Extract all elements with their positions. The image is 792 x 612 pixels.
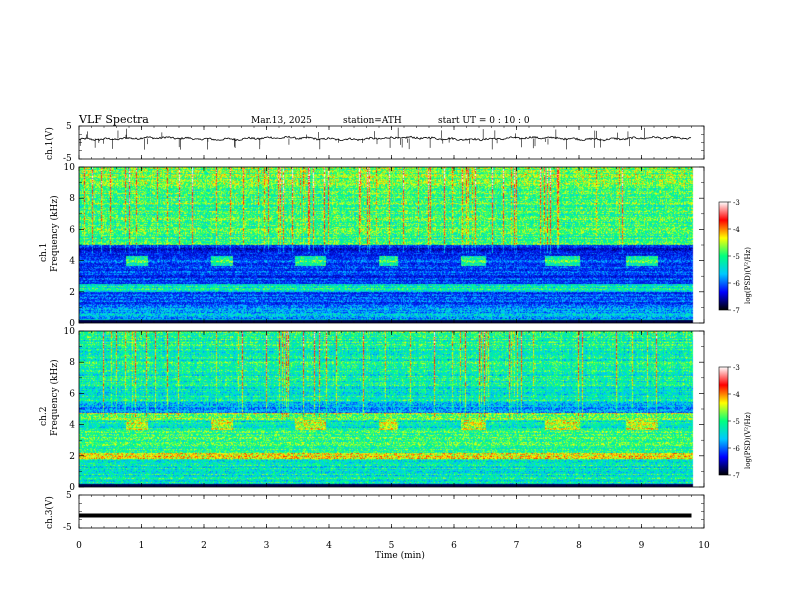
x-tick-label: 7 bbox=[514, 541, 520, 551]
y-tick-label: 0 bbox=[69, 319, 75, 329]
ch3-ytick-bottom: -5 bbox=[63, 523, 72, 533]
colorbar-label: log(PSD)(V²/Hz) bbox=[744, 247, 752, 304]
x-tick-label: 0 bbox=[76, 541, 82, 551]
ch1-waveform-line bbox=[78, 135, 692, 142]
y-tick-label: 4 bbox=[69, 257, 75, 267]
ch1-waveform-spikes bbox=[79, 127, 645, 150]
x-tick-label: 1 bbox=[139, 541, 145, 551]
date-label: Mar.13, 2025 bbox=[251, 116, 312, 126]
ch3-ytick-top: 5 bbox=[66, 491, 72, 501]
figure-title: VLF Spectra bbox=[78, 113, 149, 126]
station-label: station=ATH bbox=[343, 116, 402, 126]
ch2-colorbar: -3 -4 -5 -6 -7 log(PSD)(V²/Hz) bbox=[718, 364, 752, 480]
ch1-spectrogram-panel: 0 2 4 6 8 10 ch.1 Frequency (kHz) bbox=[39, 163, 705, 329]
ch2-spectrogram-yticks: 0 2 4 6 8 10 bbox=[64, 327, 704, 493]
ch2-spectrogram-panel: 0 2 4 6 8 10 ch.2 Frequency (kHz) bbox=[39, 327, 705, 493]
colorbar-gradient bbox=[718, 201, 729, 311]
ch1-spectrogram-image bbox=[79, 167, 704, 323]
ch2-spectrogram-ylabel-frequency: Frequency (kHz) bbox=[49, 359, 60, 436]
ch1-waveform-panel: 5 -5 ch.1(V) bbox=[44, 122, 705, 164]
y-tick-label: 10 bbox=[64, 327, 76, 337]
colorbar-tick-label: -3 bbox=[733, 199, 740, 207]
ch1-spectrogram-ylabel-channel: ch.1 bbox=[39, 243, 49, 262]
x-tick-label: 10 bbox=[698, 541, 710, 551]
x-tick-label: 8 bbox=[576, 541, 582, 551]
ch3-waveform-frame bbox=[78, 494, 705, 529]
ch1-waveform-ylabel: ch.1(V) bbox=[44, 127, 55, 160]
colorbar-tick-label: -6 bbox=[733, 280, 740, 288]
start-time-label: start UT = 0 : 10 : 0 bbox=[438, 116, 530, 126]
ch2-spectrogram-image bbox=[79, 331, 704, 487]
colorbar-tick-label: -6 bbox=[733, 445, 740, 453]
colorbar-tick-label: -4 bbox=[733, 226, 740, 234]
ch1-waveform-frame bbox=[78, 125, 705, 160]
x-tick-label: 2 bbox=[201, 541, 207, 551]
colorbar-label: log(PSD)(V²/Hz) bbox=[744, 412, 752, 469]
ch1-colorbar: -3 -4 -5 -6 -7 log(PSD)(V²/Hz) bbox=[718, 199, 752, 315]
colorbar-tick-label: -4 bbox=[733, 391, 740, 399]
ch1-spectrogram-ylabel-frequency: Frequency (kHz) bbox=[49, 195, 60, 272]
time-axis-label: Time (min) bbox=[375, 550, 425, 561]
y-tick-label: 4 bbox=[69, 421, 75, 431]
y-tick-label: 6 bbox=[69, 389, 75, 399]
x-tick-label: 3 bbox=[264, 541, 270, 551]
y-tick-label: 0 bbox=[69, 483, 75, 493]
time-axis-ticks: 0 1 2 3 4 5 6 7 8 9 10 bbox=[76, 126, 710, 551]
ch3-waveform-ylabel: ch.3(V) bbox=[44, 496, 55, 529]
x-tick-label: 6 bbox=[451, 541, 457, 551]
y-tick-label: 8 bbox=[69, 358, 75, 368]
colorbar-tick-label: -3 bbox=[733, 364, 740, 372]
colorbar-tick-label: -5 bbox=[733, 418, 740, 426]
x-tick-label: 9 bbox=[639, 541, 645, 551]
x-tick-label: 4 bbox=[326, 541, 332, 551]
colorbar-gradient bbox=[718, 366, 729, 476]
ch1-ytick-bottom: -5 bbox=[63, 154, 72, 164]
y-tick-label: 8 bbox=[69, 194, 75, 204]
ch2-spectrogram-ylabel-channel: ch.2 bbox=[39, 407, 49, 426]
colorbar-tick-label: -5 bbox=[733, 253, 740, 261]
y-tick-label: 6 bbox=[69, 225, 75, 235]
ch1-ytick-top: 5 bbox=[66, 122, 72, 132]
colorbar-tick-label: -7 bbox=[733, 307, 740, 315]
colorbar-tick-label: -7 bbox=[733, 472, 740, 480]
ch1-spectrogram-yticks: 0 2 4 6 8 10 bbox=[64, 163, 704, 329]
x-tick-label: 5 bbox=[389, 541, 395, 551]
ch3-waveform-panel: 5 -5 ch.3(V) bbox=[44, 491, 705, 533]
y-tick-label: 2 bbox=[69, 288, 75, 298]
y-tick-label: 10 bbox=[64, 163, 76, 173]
y-tick-label: 2 bbox=[69, 452, 75, 462]
